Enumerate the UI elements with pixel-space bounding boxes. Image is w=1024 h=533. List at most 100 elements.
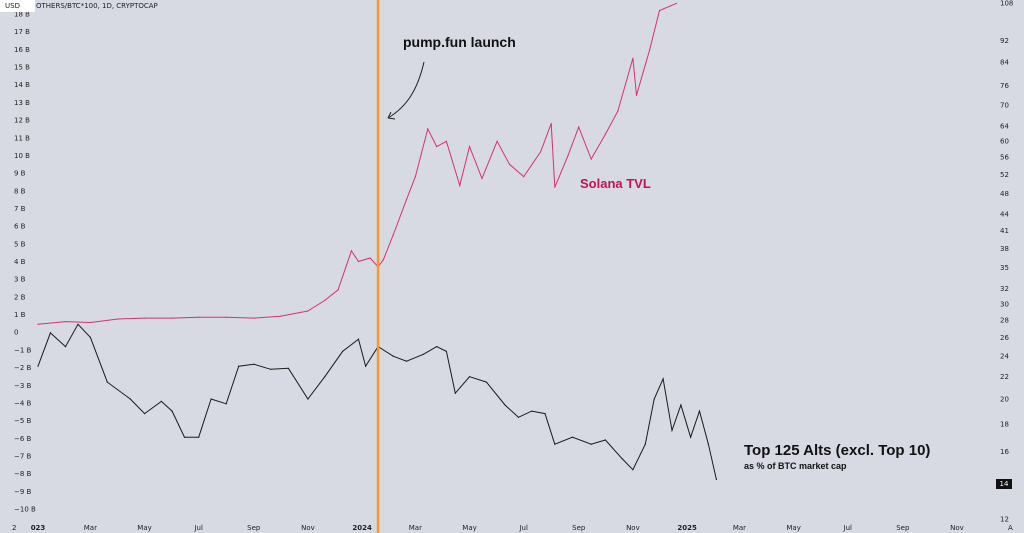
right-tick-label: 12 [1000,516,1009,524]
left-tick-label: 7 B [14,205,26,213]
x-tick-label: Sep [572,524,586,532]
alts-ratio-point [653,398,655,400]
right-tick-label: 108 [1000,0,1013,8]
alts-ratio-point [357,338,360,340]
x-tick-label: Mar [733,524,746,532]
left-tick-label: 10 B [14,152,30,160]
left-tick-label: −7 B [14,452,32,460]
right-tick-label: 18 [1000,420,1009,428]
alts-ratio-point [89,336,91,338]
solana-tvl-point [496,140,498,142]
left-tick-label: −1 B [14,346,32,354]
alts-ratio-point [604,439,607,441]
alts-ratio-point [504,404,506,406]
solana-tvl-point [64,321,67,323]
left-tick-label: 14 B [14,81,30,89]
alts-ratio-point [77,323,79,325]
right-tick-label: 24 [1000,353,1009,361]
alts-ratio-point [632,469,634,471]
x-tick-label: May [137,524,151,532]
solana-tvl-point [117,318,119,320]
solana-tvl-point [523,176,525,178]
right-tick-label: 56 [1000,154,1009,162]
left-tick-label: −3 B [14,382,32,390]
left-tick-label: 5 B [14,240,26,248]
alts-ratio-point [680,404,682,406]
solana-tvl-point [578,126,580,128]
annotation-arrow-head [387,111,396,120]
solana-tvl-point [324,299,326,301]
alts-ratio-point [517,416,520,418]
alts-ratio-point [405,360,408,362]
alts-ratio-point [210,398,212,400]
solana-tvl-point [635,94,638,96]
left-tick-label: 9 B [14,170,26,178]
right-tick-label: 84 [1000,59,1009,67]
alts-ratio-point [342,350,344,352]
solana-tvl-point [550,123,552,125]
alts-ratio-point [287,367,289,369]
alts-ratio-point [307,398,309,400]
left-tick-label: 3 B [14,276,26,284]
solana-tvl-point [307,310,309,312]
left-tick-label: 16 B [14,46,30,54]
alts-ratio-point [392,355,394,357]
solana-tvl-point [459,184,461,187]
solana-tvl-point [37,323,39,325]
right-tick-label: 76 [1000,82,1009,90]
left-tick-label: −8 B [14,470,32,478]
alts-ratio-point [468,376,471,378]
alts-ratio-point [64,346,67,348]
annotation-arrow [387,61,425,119]
left-axis: 18 B 17 B 16 B 15 B 14 B 13 B 12 B 11 B 10 B 9 B 8… [14,11,36,514]
alts-ratio-point [662,378,664,380]
currency-label[interactable]: USD [0,0,35,12]
alts-ratio-point [590,443,592,445]
corner-right-label[interactable]: A [1008,524,1013,532]
right-tick-label: 48 [1000,190,1009,198]
solana-tvl-point [405,199,408,201]
x-tick-label: 2025 [677,524,697,532]
solana-tvl-point [540,151,542,153]
right-tick-label: 20 [1000,396,1009,404]
left-tick-label: −4 B [14,399,32,407]
right-tick-label: 92 [1000,37,1009,45]
solana-tvl-point [658,9,661,12]
solana-tvl-point [445,140,447,142]
x-tick-label: 2024 [352,524,372,532]
left-tick-label: −5 B [14,417,32,425]
solana-tvl-point [427,128,429,130]
alts-ratio-point [690,436,692,438]
alts-subtitle-label: as % of BTC market cap [744,461,847,471]
alts-ratio-point [37,365,39,367]
left-tick-label: −6 B [14,435,32,443]
x-tick-label: Jul [518,524,528,532]
solana-tvl-line [37,2,677,325]
left-tick-label: 8 B [14,187,26,195]
solana-tvl-point [675,2,678,4]
alts-title-label: Top 125 Alts (excl. Top 10) [744,442,931,459]
left-tick-label: 1 B [14,311,26,319]
alts-ratio-point [436,346,438,348]
right-tick-label: 28 [1000,317,1009,325]
solana-tvl-point [554,186,556,188]
alts-ratio-point [49,332,52,334]
corner-left-label: 2 [12,524,17,532]
alts-ratio-point [531,410,533,412]
x-tick-label: Mar [409,524,422,532]
right-tick-label: 22 [1000,373,1009,381]
alts-ratio-point [715,478,718,481]
right-tick-label: 26 [1000,334,1009,342]
solana-tvl-point [225,316,227,318]
left-tick-label: 13 B [14,99,30,107]
right-tick-label: 64 [1000,122,1009,130]
alts-ratio-point [454,392,456,394]
left-tick-label: −10 B [14,506,36,514]
alts-ratio-point [621,458,623,460]
x-tick-label: May [786,524,800,532]
alts-ratio-point [183,436,186,438]
alts-ratio-point [225,403,227,405]
alts-ratio-point [365,365,367,367]
solana-tvl-point [508,163,511,165]
